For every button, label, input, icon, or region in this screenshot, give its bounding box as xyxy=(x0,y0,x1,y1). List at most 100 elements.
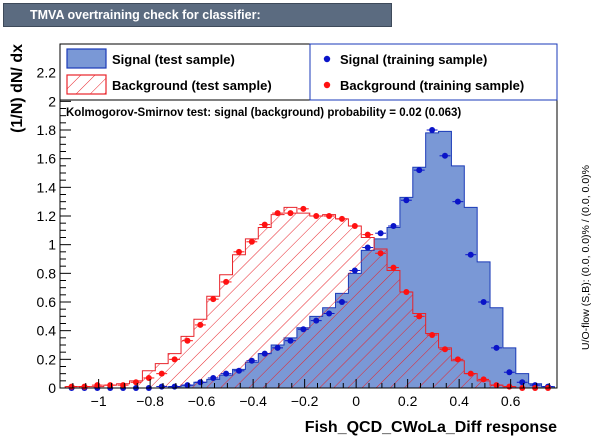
signal-train-marker xyxy=(426,127,438,133)
y-tick-label: 1 xyxy=(48,237,56,253)
signal-train-marker-point xyxy=(403,197,410,204)
signal-train-marker-point xyxy=(416,167,423,174)
signal-train-marker xyxy=(362,244,374,251)
background-train-marker-point xyxy=(120,382,127,389)
x-tick-label: 0 xyxy=(352,393,360,409)
signal-train-marker-point xyxy=(261,350,268,357)
background-train-marker xyxy=(246,238,258,245)
background-train-marker xyxy=(478,376,490,383)
signal-train-marker-point xyxy=(351,267,358,274)
background-train-marker-point xyxy=(454,356,461,363)
x-tick-label: −0.4 xyxy=(239,393,267,409)
background-train-marker xyxy=(362,231,374,238)
background-train-marker-point xyxy=(274,210,281,217)
legend-label-signal-test: Signal (test sample) xyxy=(112,52,235,67)
signal-train-marker-point xyxy=(184,382,191,389)
y-tick-label: 1.2 xyxy=(37,208,57,224)
legend-swatch-signal-test xyxy=(66,48,107,69)
y-tick-label: 0 xyxy=(48,380,56,396)
signal-train-marker xyxy=(259,350,271,357)
legend-label-background-train: Background (training sample) xyxy=(340,78,524,93)
signal-train-marker-point xyxy=(429,127,436,133)
y-tick-label: 1.6 xyxy=(37,151,57,167)
background-train-marker-point xyxy=(261,221,268,228)
signal-train-marker xyxy=(465,251,477,258)
signal-train-marker-point xyxy=(377,230,384,237)
background-train-marker-point xyxy=(403,288,410,295)
signal-train-marker-point xyxy=(300,326,307,333)
signal-train-marker-point xyxy=(364,244,371,251)
background-train-marker-point xyxy=(351,223,358,230)
signal-train-marker-point xyxy=(235,367,242,374)
background-train-marker-point xyxy=(493,382,500,389)
signal-train-marker-point xyxy=(171,383,178,390)
background-train-marker xyxy=(79,383,90,390)
signal-train-marker-point xyxy=(197,379,204,386)
background-train-marker-point xyxy=(158,370,165,377)
background-train-marker-point xyxy=(441,346,448,353)
background-train-marker-point xyxy=(313,213,320,219)
signal-train-marker xyxy=(491,344,502,351)
signal-train-marker-point xyxy=(441,152,448,159)
signal-train-marker-point xyxy=(210,374,217,381)
y-tick-label: 0.8 xyxy=(37,265,57,281)
x-tick-label: −0.2 xyxy=(291,393,319,409)
legend-marker-signal-train xyxy=(323,55,331,63)
background-train-marker xyxy=(272,210,284,217)
legend-box-right xyxy=(309,43,558,101)
background-train-marker xyxy=(285,210,296,217)
signal-train-marker xyxy=(439,152,451,159)
signal-train-marker xyxy=(285,337,296,344)
background-train-marker xyxy=(310,213,322,219)
background-train-marker xyxy=(413,313,425,320)
y-tick-label: 0.4 xyxy=(37,323,57,339)
signal-train-marker xyxy=(246,357,258,364)
background-train-marker-point xyxy=(171,356,178,363)
y-tick-label: 1.4 xyxy=(37,179,57,195)
background-train-marker-point xyxy=(197,321,204,328)
background-train-marker xyxy=(259,221,271,228)
y-tick-label: 1.8 xyxy=(37,122,57,138)
y-tick-label: 0.2 xyxy=(37,351,57,367)
x-tick-label: 0.6 xyxy=(501,393,521,409)
background-train-marker xyxy=(194,321,206,328)
signal-train-marker-point xyxy=(248,357,255,364)
signal-train-marker-point xyxy=(454,198,461,205)
signal-train-marker xyxy=(349,267,361,274)
background-train-marker-point xyxy=(145,374,152,381)
background-train-marker xyxy=(375,250,387,257)
background-train-marker xyxy=(233,248,245,255)
signal-train-marker-point xyxy=(467,251,474,258)
background-train-marker xyxy=(207,296,219,303)
signal-train-marker-point xyxy=(480,299,487,305)
overflow-label: U/O-flow (S,B): (0.0, 0.0)% / (0.0, 0.0)… xyxy=(580,165,592,350)
background-train-marker xyxy=(182,337,193,344)
signal-train-marker-point xyxy=(506,369,513,376)
signal-train-marker xyxy=(297,326,309,333)
background-train-marker-point xyxy=(94,382,101,389)
signal-train-marker xyxy=(375,230,387,237)
background-train-marker xyxy=(465,370,477,377)
background-train-marker xyxy=(220,278,232,285)
signal-train-marker xyxy=(400,197,412,204)
legend-label-background-test: Background (test sample) xyxy=(112,78,272,93)
x-tick-label: −0.8 xyxy=(136,393,164,409)
background-train-marker-point xyxy=(467,370,474,377)
window-title: TMVA overtraining check for classifier: … xyxy=(3,3,392,44)
legend: Signal (test sample) Background (test sa… xyxy=(59,43,558,101)
background-train-marker xyxy=(349,223,361,230)
background-train-marker xyxy=(169,356,181,363)
x-tick-label: −1 xyxy=(91,393,107,409)
x-tick-label: 0.2 xyxy=(398,393,418,409)
background-train-marker-point xyxy=(184,337,191,344)
y-axis-label: (1/N) dN/ dx xyxy=(9,44,26,133)
x-tick-label: −0.6 xyxy=(188,393,216,409)
background-train-marker-point xyxy=(300,205,307,212)
background-train-marker-point xyxy=(107,382,114,389)
background-train-marker-point xyxy=(506,383,513,390)
background-train-marker xyxy=(66,383,78,390)
background-train-marker xyxy=(452,356,464,363)
signal-train-marker-point xyxy=(493,344,500,351)
y-tick-label: 2.2 xyxy=(37,65,57,81)
background-train-marker-point xyxy=(210,296,217,303)
